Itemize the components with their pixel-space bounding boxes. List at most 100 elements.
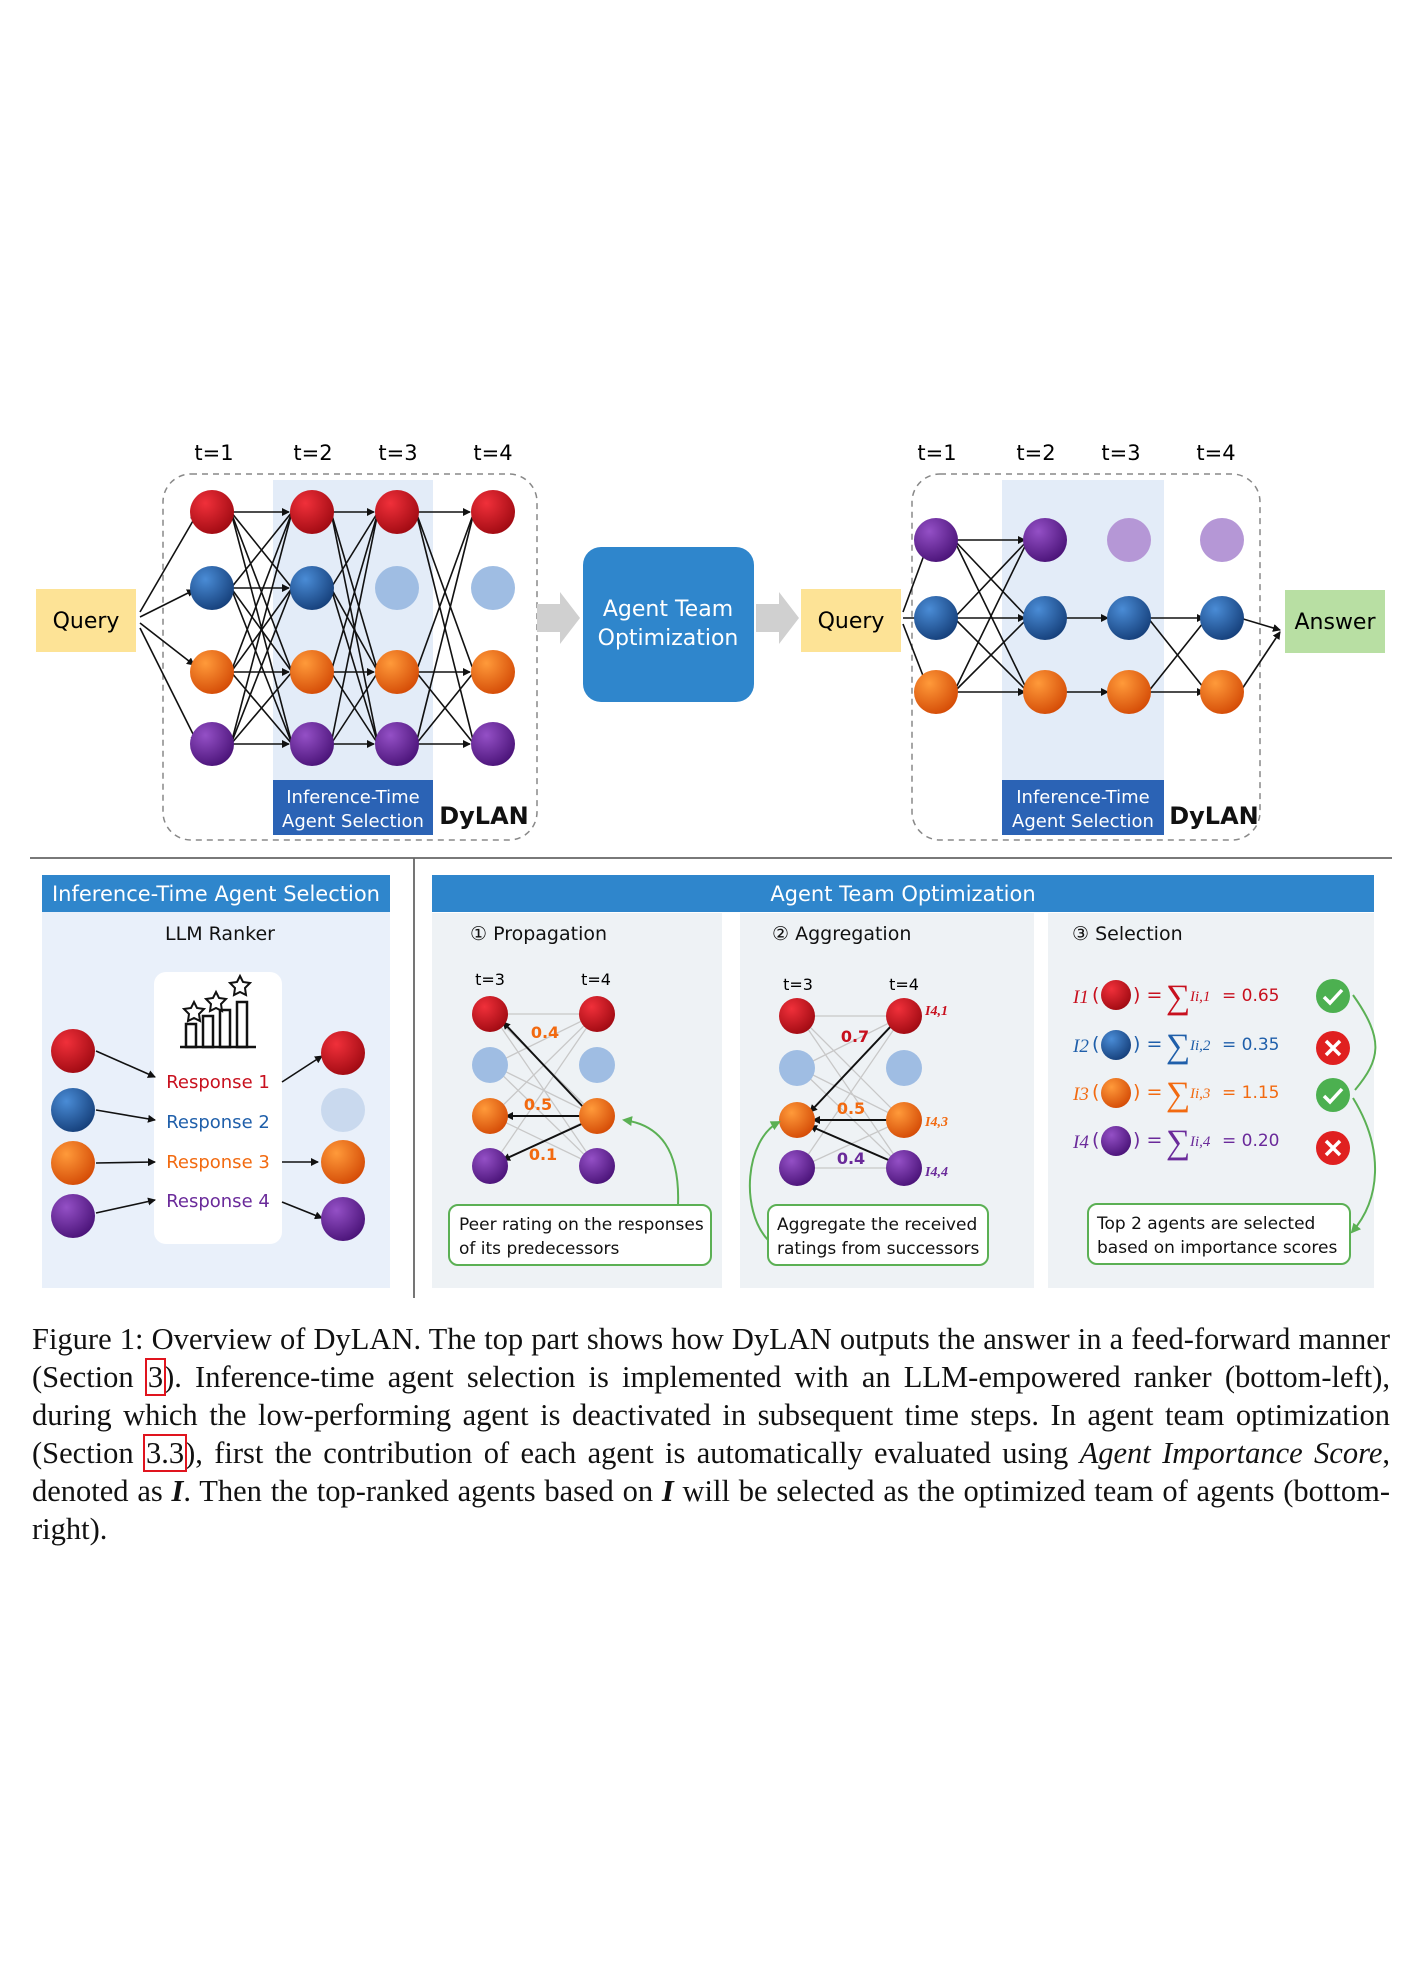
agent-node-orange [1101, 1078, 1131, 1108]
ranker-arrows [95, 1050, 323, 1220]
importance-symbol: I [171, 1474, 184, 1508]
panel-header-title: Agent Team Optimization [770, 882, 1035, 906]
caption-text: ), first the contribution of each agent … [185, 1436, 1080, 1470]
agent-node-blue [1023, 596, 1067, 640]
ranking-chart-icon [180, 973, 256, 1049]
time-label: t=4 [1196, 441, 1235, 465]
paren-open: ( [1092, 1033, 1099, 1055]
query-box [801, 589, 901, 652]
agent-node-purple [321, 1197, 365, 1241]
agent-node-red [579, 996, 615, 1032]
section-link[interactable]: 3 [144, 1358, 167, 1396]
selection-tag [1002, 780, 1164, 835]
top-right-diagram: t=1 t=2 t=3 t=4 Query Answer [801, 441, 1385, 841]
agent-nodes [190, 490, 515, 766]
agent-node-purple [290, 722, 334, 766]
time-label: t=1 [917, 441, 956, 465]
agent-node-red [375, 490, 419, 534]
selection-tag-line2: Agent Selection [1012, 811, 1154, 832]
response-label: Response 2 [166, 1112, 270, 1133]
importance-lhs: I3 [1072, 1084, 1089, 1105]
sum-symbol: ∑ [1166, 1076, 1190, 1113]
agent-nodes [914, 518, 1244, 714]
weight-label: 0.4 [531, 1023, 559, 1042]
time-label: t=2 [1016, 441, 1055, 465]
answer-box [1285, 590, 1385, 653]
agent-team-optimization-panel: Agent Team Optimization ① Propagation t=… [432, 875, 1377, 1288]
paren-open: ( [1092, 1081, 1099, 1103]
agent-node-red [471, 490, 515, 534]
note-line: Top 2 agents are selected [1096, 1214, 1315, 1234]
answer-label: Answer [1294, 610, 1376, 635]
agent-node-orange [290, 650, 334, 694]
time-label: t=3 [1101, 441, 1140, 465]
time-label: t=3 [378, 441, 417, 465]
agent-node-purple [375, 722, 419, 766]
flow-arrow [537, 592, 580, 644]
agent-node-orange [190, 650, 234, 694]
agent-node-orange [471, 650, 515, 694]
agent-node-red [472, 996, 508, 1032]
agent-node-deactivated [779, 1050, 815, 1086]
importance-value: = 1.15 [1222, 1083, 1280, 1103]
agent-node-orange [472, 1098, 508, 1134]
figure-label: Figure 1: [32, 1322, 144, 1356]
importance-value: = 0.65 [1222, 986, 1280, 1006]
agent-node-deactivated [579, 1047, 615, 1083]
dylan-label: DyLAN [439, 802, 529, 830]
agent-node-purple [1023, 518, 1067, 562]
caption-text: ). Inference-time agent selection is imp… [32, 1360, 1390, 1470]
caption-text: will be selected as the optimized team o… [32, 1474, 1390, 1546]
sum-symbol: ∑ [1166, 1124, 1190, 1161]
agent-node-blue [914, 596, 958, 640]
note-box [1087, 1203, 1351, 1265]
note-box [448, 1204, 712, 1266]
importance-score-label: I4,4 [924, 1165, 948, 1180]
panel-header [432, 875, 1374, 912]
response-label: Response 1 [166, 1072, 270, 1093]
panel-header [42, 875, 390, 912]
response-label: Response 3 [166, 1152, 270, 1173]
agent-node-orange [1023, 670, 1067, 714]
agent-node-orange [779, 1102, 815, 1138]
importance-value: = 0.35 [1222, 1035, 1280, 1055]
agent-node-deactivated [472, 1047, 508, 1083]
importance-term: Ii,2 [1189, 1038, 1211, 1054]
figure-caption: Figure 1: Overview of DyLAN. The top par… [32, 1320, 1390, 1548]
agent-node-orange [579, 1098, 615, 1134]
agent-node-red [779, 998, 815, 1034]
agent-node-purple [51, 1194, 95, 1238]
sum-symbol: ∑ [1166, 979, 1190, 1016]
importance-term: Ii,4 [1189, 1134, 1211, 1150]
optimization-box-line1: Agent Team [603, 597, 733, 622]
note-arrow [748, 1121, 781, 1241]
step-title: ③ Selection [1072, 923, 1183, 945]
time-label: t=3 [475, 970, 505, 989]
agent-node-purple [779, 1150, 815, 1186]
importance-lhs: I2 [1072, 1036, 1089, 1057]
section-link[interactable]: 3.3 [142, 1434, 188, 1472]
agent-node-blue [51, 1088, 95, 1132]
optimization-box-line2: Optimization [598, 626, 739, 651]
agent-node-blue [1101, 1030, 1131, 1060]
note-arrow [1350, 1097, 1377, 1234]
agent-node-blue [1200, 596, 1244, 640]
equals-sign: ) = [1133, 1129, 1162, 1151]
weight-label: 0.1 [529, 1145, 557, 1164]
importance-symbol: I [661, 1474, 674, 1508]
agent-node-orange [1200, 670, 1244, 714]
agent-node-purple [886, 1150, 922, 1186]
agent-node-deactivated [886, 1050, 922, 1086]
agent-node-orange [51, 1141, 95, 1185]
check-mark [1322, 988, 1344, 1006]
agent-node-orange [375, 650, 419, 694]
equals-sign: ) = [1133, 1081, 1162, 1103]
agent-node-purple [1101, 1126, 1131, 1156]
selected-check-icon [1316, 979, 1350, 1013]
top-left-diagram: t=1 t=2 t=3 t=4 Query [36, 441, 538, 841]
agent-node-deactivated [375, 566, 419, 610]
weight-label: 0.5 [524, 1095, 552, 1114]
sum-symbol: ∑ [1166, 1028, 1190, 1065]
inference-time-selection-panel: Inference-Time Agent Selection LLM Ranke… [42, 875, 390, 1288]
importance-term: Ii,1 [1189, 989, 1210, 1005]
